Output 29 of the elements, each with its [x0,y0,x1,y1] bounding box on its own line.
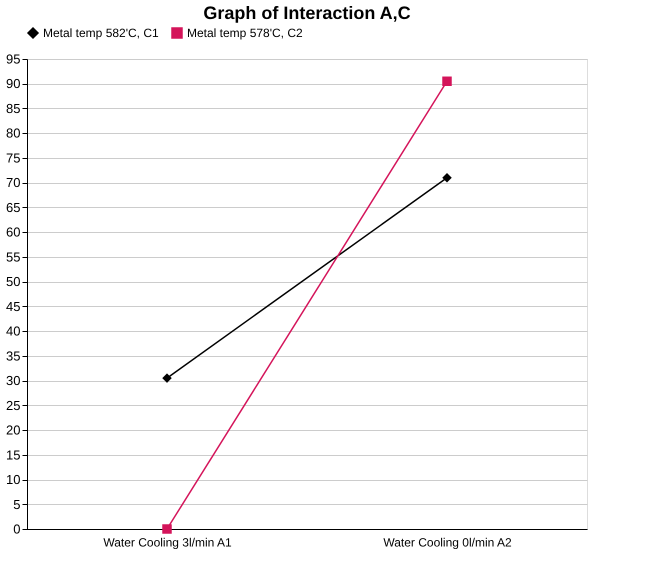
y-tick-label: 15 [6,447,20,462]
y-tick-label: 75 [6,150,20,166]
y-tick-label: 30 [6,373,20,388]
y-tick-label: 70 [6,175,20,190]
y-tick-label: 40 [6,324,20,339]
legend-label: Metal temp 578'C, C2 [187,26,303,40]
y-tick-label: 95 [6,52,20,66]
y-tick-label: 50 [6,274,20,290]
y-tick-label: 10 [6,472,20,488]
y-tick-label: 20 [6,422,20,438]
y-tick-label: 65 [6,200,20,215]
x-tick-label: Water Cooling 3l/min A1 [103,536,232,550]
point [162,373,172,383]
y-tick-label: 80 [6,126,20,141]
x-tick-label: Water Cooling 0l/min A2 [383,536,512,550]
legend-label: Metal temp 582'C, C1 [43,26,159,40]
y-tick-label: 60 [6,224,20,240]
y-tick-label: 55 [6,249,20,264]
point [442,172,452,182]
y-tick-label: 25 [6,398,20,413]
y-tick-label: 90 [6,76,20,92]
y-tick-label: 85 [6,100,20,116]
point [442,76,452,86]
y-tick-label: 35 [6,348,20,364]
y-tick-label: 0 [13,522,20,536]
chart-title: Graph of Interaction A,C [203,3,411,23]
point [162,524,172,534]
y-tick-label: 45 [6,298,20,314]
y-tick-label: 5 [13,496,20,512]
